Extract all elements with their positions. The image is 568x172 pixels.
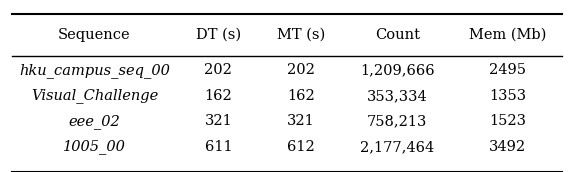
Text: 612: 612 (287, 140, 315, 154)
Text: 202: 202 (287, 63, 315, 77)
Text: MT (s): MT (s) (277, 28, 325, 42)
Text: 2,177,464: 2,177,464 (360, 140, 435, 154)
Text: 162: 162 (287, 89, 315, 103)
Text: 1523: 1523 (489, 114, 526, 128)
Text: 758,213: 758,213 (367, 114, 428, 128)
Text: hku_campus_seq_00: hku_campus_seq_00 (19, 63, 170, 78)
Text: 202: 202 (204, 63, 232, 77)
Text: Count: Count (375, 28, 420, 42)
Text: 1005_00: 1005_00 (63, 139, 126, 154)
Text: Sequence: Sequence (58, 28, 131, 42)
Text: 1353: 1353 (489, 89, 526, 103)
Text: 162: 162 (204, 89, 232, 103)
Text: DT (s): DT (s) (196, 28, 241, 42)
Text: 353,334: 353,334 (367, 89, 428, 103)
Text: 2495: 2495 (489, 63, 526, 77)
Text: 1,209,666: 1,209,666 (360, 63, 435, 77)
Text: Mem (Mb): Mem (Mb) (469, 28, 546, 42)
Text: Visual_Challenge: Visual_Challenge (31, 88, 158, 103)
Text: 3492: 3492 (489, 140, 526, 154)
Text: eee_02: eee_02 (69, 114, 120, 129)
Text: 321: 321 (287, 114, 315, 128)
Text: 611: 611 (204, 140, 232, 154)
Text: 321: 321 (204, 114, 232, 128)
